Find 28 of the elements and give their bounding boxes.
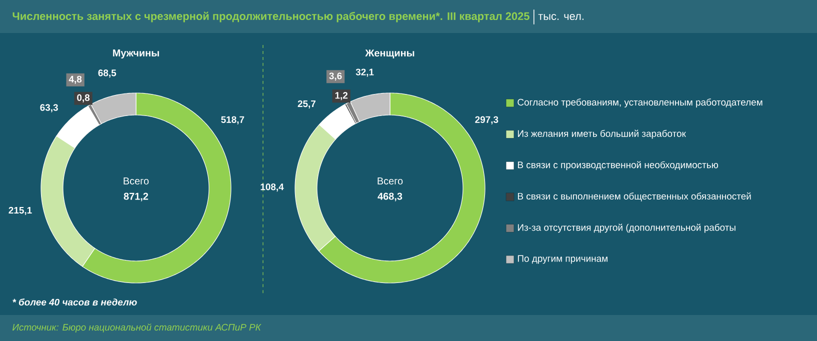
text: Всего bbox=[378, 178, 403, 184]
text: * более 40 часов в неделю bbox=[12, 298, 137, 306]
data-label: 1,2 bbox=[335, 92, 348, 100]
text: Численность занятых с чрезмерной продолжительностью рабочего времени*. III квартал 2025 bbox=[12, 12, 530, 22]
legend-label: Согласно требованиям, установленным работодателем bbox=[518, 98, 762, 108]
data-label: 297,3 bbox=[475, 116, 498, 124]
data-label: 25,7 bbox=[298, 100, 316, 108]
text: Всего bbox=[124, 178, 149, 184]
text: Источник: Бюро национальной статистики АСПиР РК bbox=[12, 324, 262, 332]
data-label: 3,6 bbox=[329, 72, 342, 81]
legend-label: В связи с производственной необходимостью bbox=[518, 161, 718, 170]
legend-label: Из-за отсутствия другой (дополнительной работы bbox=[518, 224, 736, 233]
data-label: 518,7 bbox=[221, 116, 244, 124]
data-label: 63,3 bbox=[40, 104, 58, 112]
data-label: 215,1 bbox=[8, 206, 32, 215]
text: 468,3 bbox=[378, 192, 402, 202]
legend-label: По другим причинам bbox=[518, 255, 608, 264]
data-label: 108,4 bbox=[260, 184, 284, 192]
data-label: 0,8 bbox=[77, 94, 90, 102]
data-label: 4,8 bbox=[68, 76, 82, 84]
legend-label: В связи с выполнением общественных обязанностей bbox=[518, 192, 751, 202]
data-label: 68,5 bbox=[98, 70, 116, 78]
data-label: 32,1 bbox=[356, 68, 374, 77]
legend-label: Из желания иметь больший заработок bbox=[518, 130, 686, 139]
chart-title: Женщины bbox=[365, 50, 414, 58]
chart-title: Мужчины bbox=[113, 50, 159, 58]
text: тыс. чел. bbox=[538, 14, 584, 20]
text: 871,2 bbox=[124, 192, 148, 202]
